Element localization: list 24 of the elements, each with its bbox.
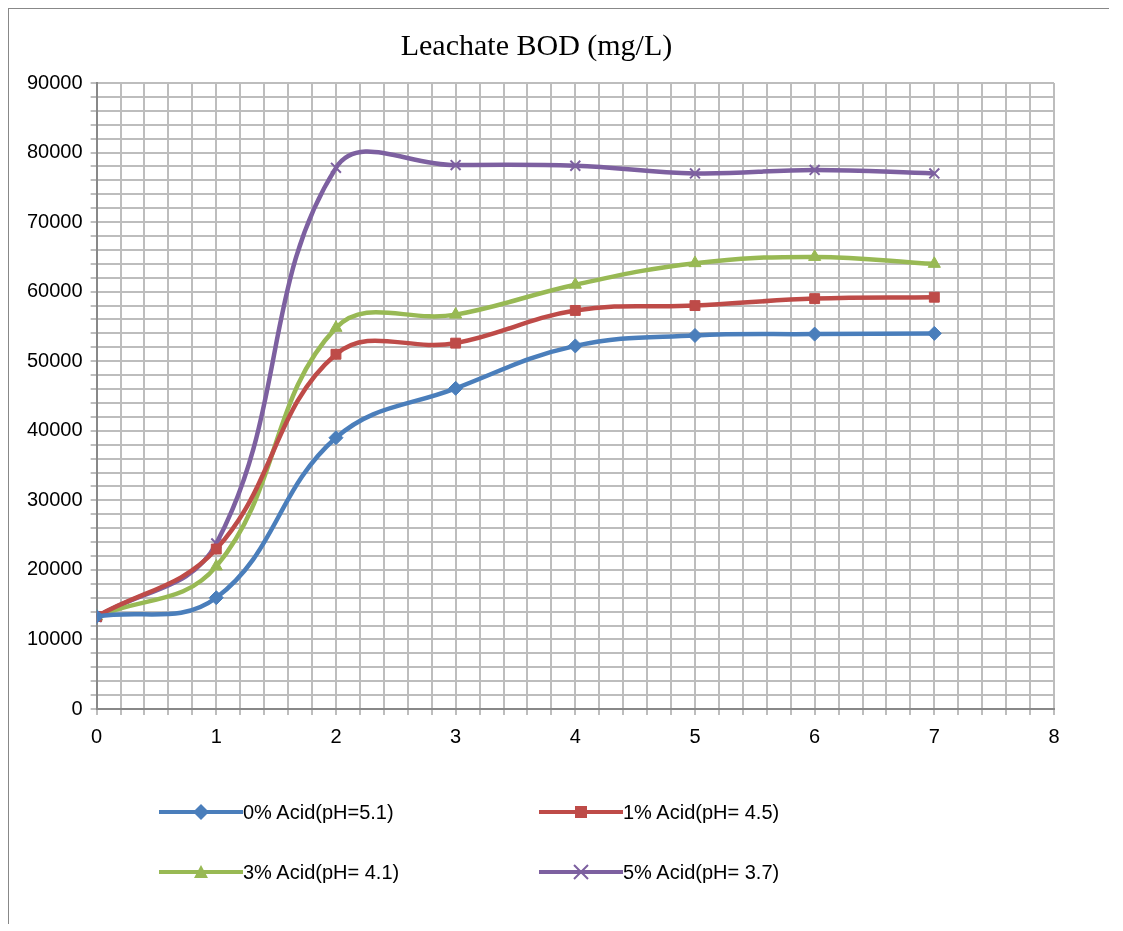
y-tick-label: 10000 <box>26 626 83 649</box>
y-tick-label: 20000 <box>26 557 83 580</box>
legend-label: 5% Acid(pH= 3.7) <box>623 860 780 884</box>
legend-label: 1% Acid(pH= 4.5) <box>623 800 780 824</box>
x-tick-label: 8 <box>1048 724 1060 747</box>
x-tick-label: 4 <box>569 724 581 747</box>
y-tick-label: 40000 <box>26 418 83 441</box>
y-tick-label: 50000 <box>26 348 83 371</box>
x-tick-label: 1 <box>210 724 222 747</box>
x-tick-label: 3 <box>450 724 462 747</box>
legend-label: 0% Acid(pH=5.1) <box>243 800 394 824</box>
x-tick-label: 2 <box>330 724 342 747</box>
x-tick-label: 7 <box>928 724 940 747</box>
y-tick-label: 70000 <box>26 209 83 232</box>
y-tick-label: 60000 <box>26 279 83 302</box>
y-tick-label: 80000 <box>26 140 83 163</box>
chart-title: Leachate BOD (mg/L) <box>400 27 673 62</box>
x-tick-label: 5 <box>689 724 701 747</box>
y-tick-label: 0 <box>71 696 83 719</box>
y-tick-label: 30000 <box>26 487 83 510</box>
legend-label: 3% Acid(pH= 4.1) <box>243 860 400 884</box>
x-tick-label: 0 <box>91 724 103 747</box>
x-tick-label: 6 <box>809 724 821 747</box>
y-tick-label: 90000 <box>26 70 83 93</box>
